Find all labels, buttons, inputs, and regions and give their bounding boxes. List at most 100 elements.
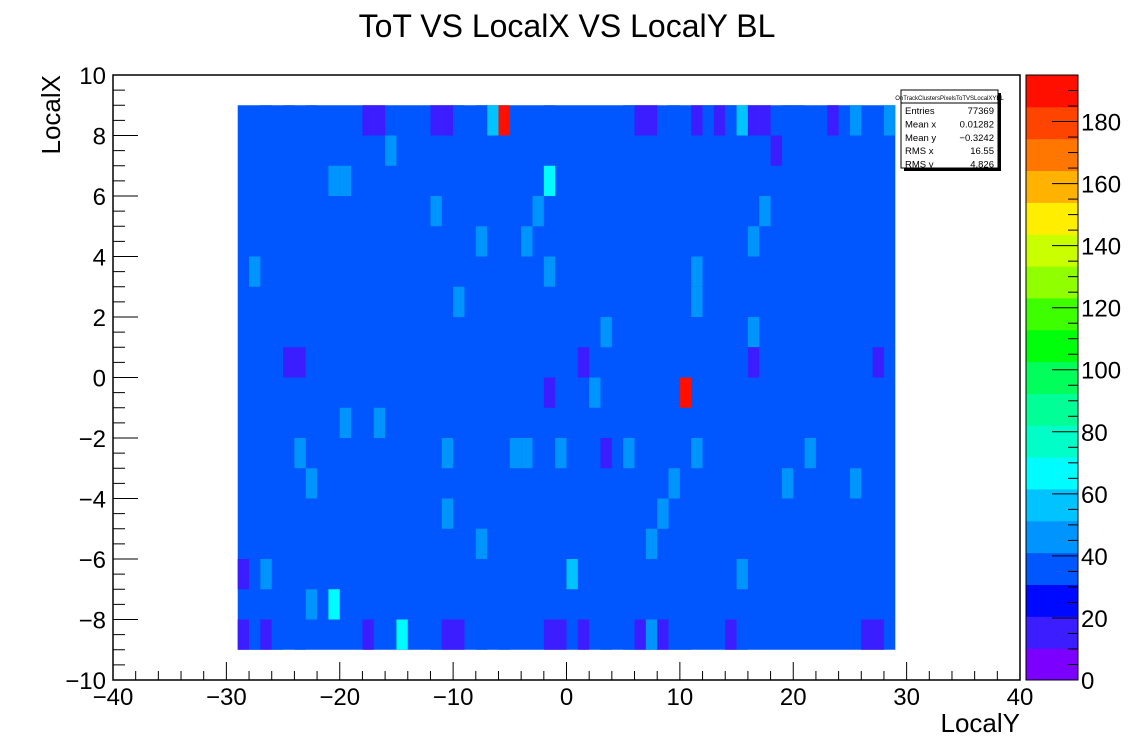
chart-title: ToT VS LocalX VS LocalY BL: [359, 8, 776, 44]
color-scale-segment: [1026, 457, 1078, 490]
heatmap-cell: [498, 619, 510, 650]
heatmap-cell: [577, 135, 590, 166]
heatmap-cell: [747, 105, 760, 136]
heatmap-cell: [271, 619, 284, 650]
heatmap-cell: [328, 165, 340, 196]
heatmap-cell: [657, 498, 669, 529]
y-tick-label: −8: [79, 608, 106, 635]
heatmap-cell: [702, 105, 714, 136]
heatmap-cell: [668, 105, 680, 136]
heatmap-cell: [430, 196, 442, 227]
z-tick-label: 60: [1081, 482, 1108, 509]
x-axis: −40 −30 −20 −10 0 10 20 30 40: [93, 662, 1033, 711]
z-tick-label: 80: [1081, 420, 1108, 447]
heatmap-cell: [600, 619, 612, 650]
y-tick-label: 10: [79, 63, 106, 90]
heatmap-cell: [691, 286, 703, 317]
heatmap-cell: [645, 619, 658, 650]
heatmap-cell: [872, 619, 884, 650]
heatmap-cell: [781, 468, 794, 499]
statistics-box: OnTrackClustersPixelsToTVSLocalXYBL Entr…: [895, 89, 1004, 171]
z-tick-label: 20: [1081, 606, 1108, 633]
heatmap-cell: [713, 105, 726, 136]
heatmap-cell: [430, 619, 442, 650]
heatmap-cell: [305, 468, 318, 499]
heatmap-cell: [634, 105, 646, 136]
heatmap-cell: [249, 256, 261, 287]
heatmap-cell: [260, 619, 272, 650]
heatmap-cell: [623, 619, 635, 650]
heatmap-cell: [498, 105, 510, 136]
stats-title: OnTrackClustersPixelsToTVSLocalXYBL: [895, 96, 1004, 102]
heatmap-cell: [589, 377, 601, 408]
x-tick-label: 0: [560, 684, 573, 711]
heatmap-cell: [260, 559, 272, 590]
color-scale-segment: [1026, 106, 1078, 140]
heatmap-cell: [555, 438, 567, 469]
stats-row-value: 4.826: [970, 160, 994, 171]
y-tick-label: −6: [79, 547, 106, 574]
heatmap-cell: [385, 135, 397, 166]
heatmap-cell: [543, 256, 556, 287]
stats-row-value: −0.3242: [959, 133, 994, 144]
heatmap-cell: [294, 347, 306, 378]
heatmap-cell: [725, 135, 737, 166]
heatmap-cell: [804, 438, 816, 469]
heatmap-cell: [725, 105, 737, 136]
heatmap-cell: [283, 347, 295, 378]
heatmap-cell: [294, 619, 306, 650]
color-scale-segment: [1026, 138, 1078, 172]
heatmap-cell: [668, 619, 680, 650]
color-scale-segment: [1026, 266, 1078, 299]
color-scale-segment: [1026, 202, 1078, 235]
z-tick-label: 180: [1081, 110, 1121, 137]
heatmap-cell: [294, 438, 306, 469]
stats-row-label: Mean x: [905, 119, 936, 130]
heatmap-cell: [725, 619, 737, 650]
heatmap-cell: [827, 105, 839, 136]
color-scale-segment: [1026, 234, 1078, 267]
y-tick-label: −10: [65, 668, 106, 695]
heatmap-cell: [373, 407, 386, 438]
heatmap-cell: [770, 135, 782, 166]
heatmap-cell: [441, 498, 454, 529]
y-tick-label: −2: [79, 426, 106, 453]
heatmap-cells: [237, 105, 896, 650]
color-scale-segment: [1026, 425, 1078, 458]
heatmap-cell: [555, 619, 567, 650]
heatmap-cell: [396, 619, 408, 650]
heatmap-cell: [453, 619, 465, 650]
heatmap-cell: [430, 105, 442, 136]
heatmap-cell: [691, 256, 703, 287]
y-tick-label: 6: [93, 184, 106, 211]
heatmap-cell: [475, 226, 488, 257]
heatmap-cell: [849, 105, 862, 136]
z-tick-label: 140: [1081, 234, 1121, 261]
heatmap-cell: [736, 619, 748, 650]
heatmap-cell: [736, 559, 748, 590]
heatmap-cell: [509, 438, 522, 469]
stats-row-value: 16.55: [970, 146, 994, 157]
heatmap-cell: [543, 619, 556, 650]
heatmap-cell: [487, 105, 499, 136]
heatmap-cell: [328, 589, 340, 620]
heatmap-cell: [249, 619, 261, 650]
heatmap-cell: [679, 619, 692, 650]
heatmap-cell: [305, 105, 318, 136]
heatmap-cell: [883, 105, 896, 136]
heatmap-cell: [237, 619, 250, 650]
heatmap-cell: [475, 105, 488, 136]
heatmap-cell: [283, 105, 295, 136]
z-tick-label: 0: [1081, 668, 1094, 695]
y-tick-label: 8: [93, 124, 106, 151]
heatmap-cell: [634, 619, 646, 650]
heatmap-cell: [305, 589, 318, 620]
heatmap-cell: [475, 619, 488, 650]
x-tick-label: 10: [667, 684, 694, 711]
heatmap-cell: [861, 619, 873, 650]
color-scale-bar: 0 20 40 60 80 100 120 140 160 180: [1025, 74, 1121, 695]
color-scale-segment: [1026, 297, 1078, 331]
heatmap-cell: [577, 619, 590, 650]
heatmap-cell: [543, 105, 556, 136]
